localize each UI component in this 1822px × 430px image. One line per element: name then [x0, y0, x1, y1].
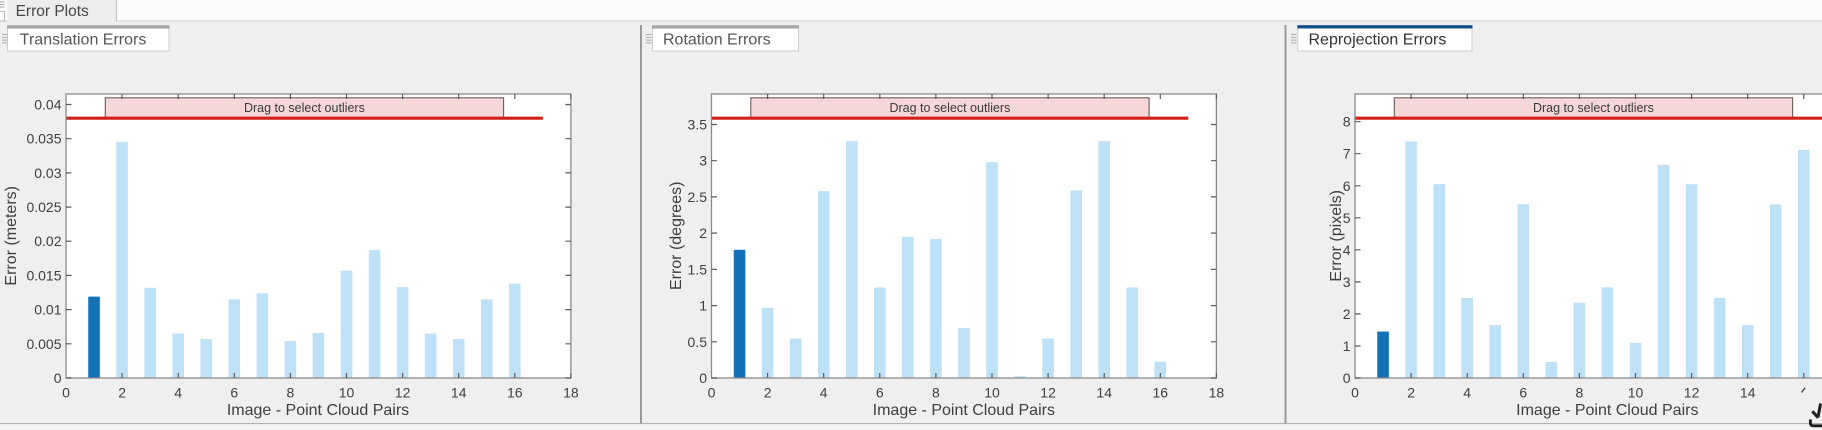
svg-text:2: 2 — [1343, 306, 1351, 322]
svg-text:8: 8 — [287, 385, 295, 401]
svg-text:Translation Errors: Translation Errors — [20, 32, 147, 49]
svg-text:14: 14 — [1740, 385, 1756, 401]
svg-text:2.5: 2.5 — [688, 189, 708, 205]
svg-text:6: 6 — [1343, 178, 1351, 194]
svg-text:Error (degrees): Error (degrees) — [668, 182, 685, 290]
svg-text:10: 10 — [984, 385, 1000, 401]
svg-text:0: 0 — [54, 370, 62, 386]
svg-text:18: 18 — [563, 385, 579, 401]
svg-text:Image - Point Cloud Pairs: Image - Point Cloud Pairs — [1516, 402, 1698, 419]
svg-text:0.035: 0.035 — [26, 131, 61, 147]
svg-text:16: 16 — [1153, 385, 1169, 401]
svg-text:14: 14 — [451, 385, 467, 401]
svg-text:18: 18 — [1209, 385, 1225, 401]
svg-text:0.015: 0.015 — [26, 267, 61, 283]
svg-text:0.02: 0.02 — [34, 233, 61, 249]
svg-text:Drag to select outliers: Drag to select outliers — [889, 101, 1010, 115]
svg-text:4: 4 — [1463, 385, 1471, 401]
svg-text:10: 10 — [339, 385, 355, 401]
svg-text:10: 10 — [1628, 385, 1644, 401]
svg-text:6: 6 — [230, 385, 238, 401]
svg-text:12: 12 — [395, 385, 411, 401]
svg-text:4: 4 — [174, 385, 182, 401]
svg-text:Error (pixels): Error (pixels) — [1328, 190, 1345, 282]
svg-text:Drag to select outliers: Drag to select outliers — [1533, 101, 1654, 115]
svg-text:1.5: 1.5 — [688, 261, 708, 277]
svg-text:Error Plots: Error Plots — [16, 3, 89, 20]
svg-text:14: 14 — [1096, 385, 1112, 401]
svg-text:7: 7 — [1343, 146, 1351, 162]
svg-text:3: 3 — [1343, 274, 1351, 290]
svg-text:2: 2 — [699, 225, 707, 241]
svg-text:5: 5 — [1343, 210, 1351, 226]
svg-text:0.04: 0.04 — [34, 97, 61, 113]
svg-text:Rotation Errors: Rotation Errors — [663, 32, 771, 49]
svg-text:3.5: 3.5 — [688, 117, 708, 133]
svg-text:0.025: 0.025 — [26, 199, 61, 215]
svg-text:8: 8 — [1343, 114, 1351, 130]
svg-text:0.01: 0.01 — [34, 302, 61, 318]
svg-text:0.005: 0.005 — [26, 336, 61, 352]
svg-text:8: 8 — [1576, 385, 1584, 401]
svg-text:Error (meters): Error (meters) — [3, 186, 20, 286]
svg-text:1: 1 — [699, 298, 707, 314]
svg-text:0.5: 0.5 — [688, 334, 708, 350]
svg-text:1: 1 — [1343, 338, 1351, 354]
svg-text:0: 0 — [1351, 385, 1359, 401]
svg-text:4: 4 — [820, 385, 828, 401]
svg-text:2: 2 — [764, 385, 772, 401]
svg-text:4: 4 — [1343, 242, 1351, 258]
svg-text:Image - Point Cloud Pairs: Image - Point Cloud Pairs — [873, 402, 1055, 419]
svg-text:3: 3 — [699, 153, 707, 169]
svg-text:Reprojection Errors: Reprojection Errors — [1309, 32, 1447, 49]
svg-text:8: 8 — [932, 385, 940, 401]
svg-text:12: 12 — [1684, 385, 1700, 401]
svg-text:6: 6 — [1519, 385, 1527, 401]
svg-text:0: 0 — [708, 385, 716, 401]
svg-text:0: 0 — [699, 370, 707, 386]
svg-text:Drag to select outliers: Drag to select outliers — [244, 101, 365, 115]
svg-text:16: 16 — [507, 385, 523, 401]
svg-text:0.03: 0.03 — [34, 165, 61, 181]
svg-text:0: 0 — [62, 385, 70, 401]
svg-text:2: 2 — [1407, 385, 1415, 401]
svg-text:0: 0 — [1343, 370, 1351, 386]
svg-text:2: 2 — [118, 385, 126, 401]
svg-text:Image - Point Cloud Pairs: Image - Point Cloud Pairs — [227, 402, 409, 419]
svg-text:6: 6 — [876, 385, 884, 401]
svg-text:12: 12 — [1040, 385, 1056, 401]
